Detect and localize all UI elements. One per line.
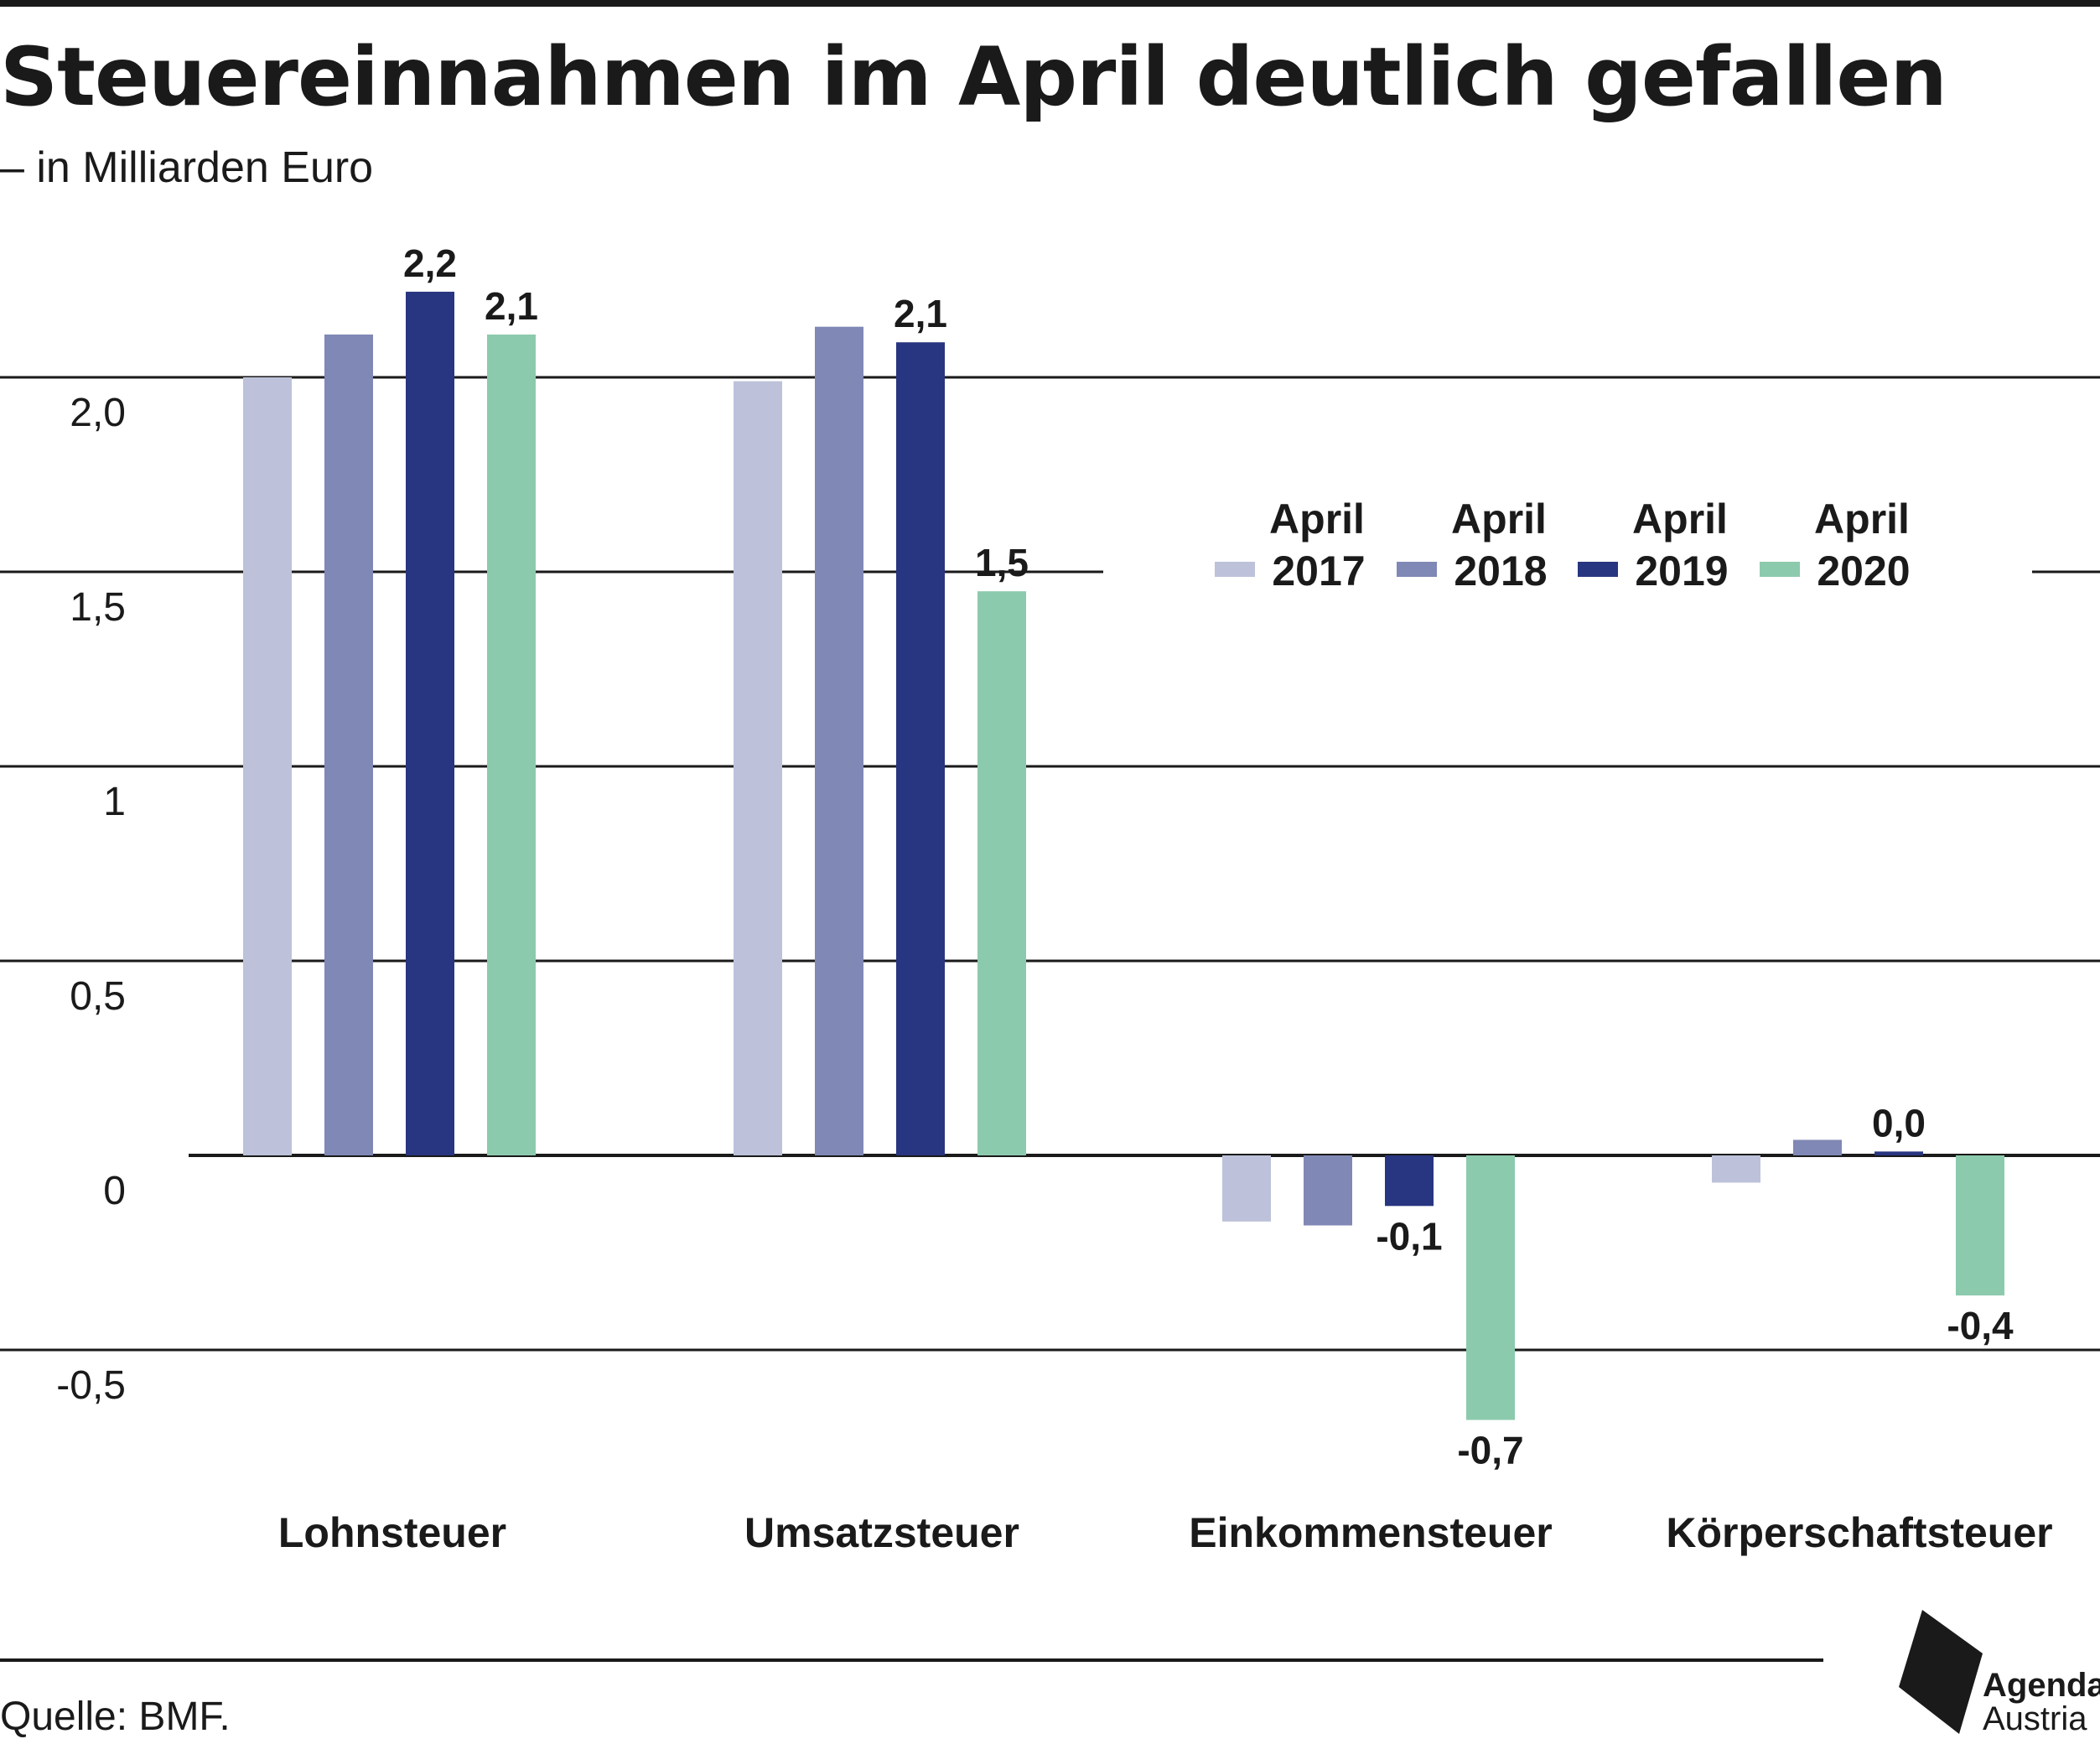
bar <box>1304 1155 1352 1226</box>
legend-label-year: 2019 <box>1635 548 1728 594</box>
source-note: Quelle: BMF. <box>0 1695 231 1739</box>
bar <box>1793 1139 1842 1155</box>
bar <box>1712 1155 1760 1183</box>
bottom-rule <box>0 1658 1823 1662</box>
legend-swatch <box>1397 562 1437 577</box>
y-tick-label: 1,5 <box>70 585 126 630</box>
legend-label-month: April <box>1451 496 1547 542</box>
bar <box>1956 1155 2004 1296</box>
chart-subtitle: – in Milliarden Euro <box>0 143 374 192</box>
legend-label-month: April <box>1632 496 1728 542</box>
y-tick-label: 0 <box>103 1169 126 1213</box>
bar-chart: 2,0 1,5 1 0,5 0 -0,5 2,2 2,1 2,1 1,5 -0,1 -0,7 0,0 -0… <box>0 241 2100 1556</box>
bar <box>977 591 1026 1155</box>
bar <box>487 334 536 1156</box>
legend-label-month: April <box>1269 496 1365 542</box>
data-label: -0,1 <box>1376 1214 1442 1258</box>
chart-title: Steuereinnahmen im April deutlich gefall… <box>0 30 1947 124</box>
top-rule <box>0 0 2100 7</box>
legend-swatch <box>1578 562 1618 577</box>
logo-line1: Agenda <box>1983 1667 2100 1704</box>
bar <box>1222 1155 1271 1222</box>
bar <box>1385 1155 1434 1207</box>
legend-swatch <box>1215 562 1255 577</box>
legend-label-year: 2020 <box>1817 548 1910 594</box>
legend-label-year: 2017 <box>1272 548 1365 594</box>
y-tick-label: 2,0 <box>70 391 126 435</box>
data-label: 1,5 <box>975 541 1029 584</box>
logo-line2: Austria <box>1983 1700 2087 1737</box>
bar <box>1874 1151 1923 1155</box>
data-label: -0,7 <box>1457 1429 1523 1472</box>
legend-swatch <box>1760 562 1800 577</box>
bar <box>896 342 945 1155</box>
bar <box>1466 1155 1515 1420</box>
category-label: Körperschaftsteuer <box>1666 1509 2052 1556</box>
bar <box>815 326 863 1155</box>
y-tick-label: 1 <box>103 780 126 824</box>
logo-text: Agenda Austria <box>1983 1669 2100 1736</box>
y-tick-label: 0,5 <box>70 974 126 1019</box>
data-label: 2,1 <box>485 284 538 328</box>
category-label: Einkommensteuer <box>1189 1509 1552 1556</box>
bar <box>324 334 373 1156</box>
data-label: -0,4 <box>1947 1304 2014 1347</box>
data-label: 2,2 <box>403 241 457 285</box>
legend-label-year: 2018 <box>1454 548 1547 594</box>
data-label: 2,1 <box>894 292 947 335</box>
legend-label-month: April <box>1814 496 1910 542</box>
category-label: Lohnsteuer <box>278 1509 506 1556</box>
agenda-austria-logo-icon <box>1899 1610 1983 1734</box>
data-label: 0,0 <box>1872 1101 1926 1144</box>
y-tick-label: -0,5 <box>56 1363 126 1408</box>
bar <box>734 381 782 1155</box>
bar <box>406 291 454 1155</box>
category-label: Umsatzsteuer <box>744 1509 1019 1556</box>
bar <box>243 377 292 1155</box>
